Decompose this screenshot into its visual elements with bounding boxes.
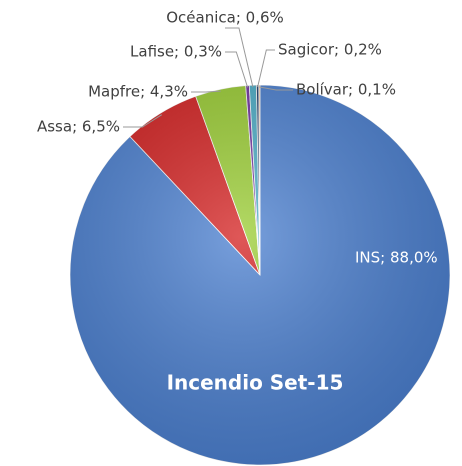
data-label: Mapfre; 4,3%: [88, 83, 188, 101]
data-label: Océanica; 0,6%: [166, 9, 284, 27]
data-label: Bolívar; 0,1%: [296, 81, 396, 99]
leader-line: [225, 51, 249, 88]
pie: [69, 84, 451, 466]
leader-line: [257, 49, 275, 88]
leader-line: [191, 90, 221, 93]
chart-title: Incendio Set-15: [167, 371, 344, 395]
data-label: Assa; 6,5%: [37, 118, 120, 136]
leader-line: [123, 114, 163, 128]
data-label: Sagicor; 0,2%: [278, 41, 382, 59]
leader-line: [225, 27, 254, 88]
data-label: INS; 88,0%: [355, 249, 438, 267]
data-label: Lafise; 0,3%: [130, 43, 222, 61]
leader-line: [259, 86, 293, 91]
